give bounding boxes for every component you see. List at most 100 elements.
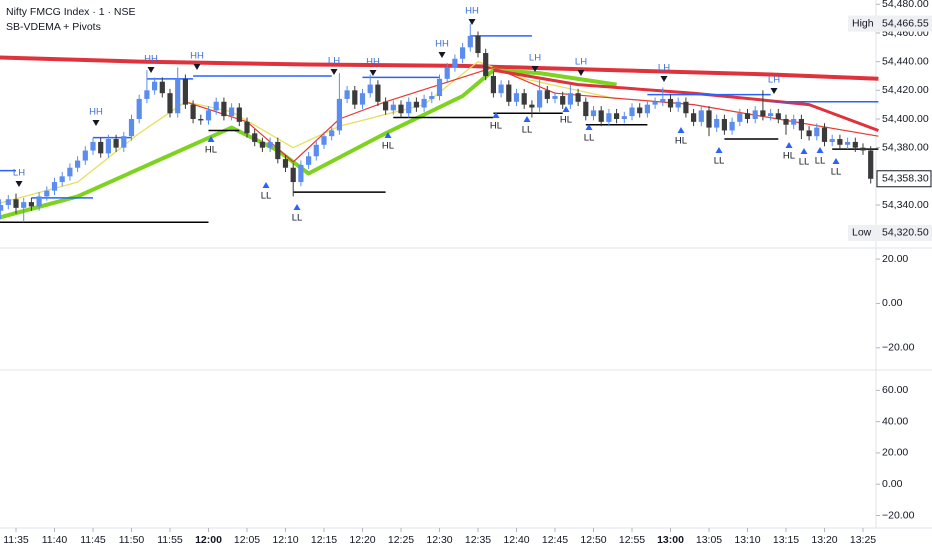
candle-body: [868, 150, 874, 179]
candle-body: [444, 67, 450, 79]
candle-body: [537, 90, 543, 108]
candle-body: [714, 118, 720, 128]
candle-body: [359, 93, 366, 105]
pivot-arrow: [562, 106, 570, 112]
pivot-arrow: [816, 147, 824, 153]
candle-body: [375, 84, 381, 102]
pivot-label: LL: [584, 133, 595, 144]
pivot-label: HH: [465, 6, 479, 17]
candle-body: [845, 141, 851, 145]
pivot-arrow: [832, 158, 840, 164]
candle-body: [113, 139, 119, 148]
candle-body: [167, 93, 173, 114]
candle-body: [0, 204, 4, 211]
candle-body: [90, 141, 96, 151]
y-tick-label: −20.00: [882, 509, 915, 521]
pivot-arrow: [330, 69, 338, 75]
candle-body: [136, 98, 142, 119]
pivot-label: HH: [89, 107, 103, 118]
y-tick-label: 20.00: [882, 253, 908, 265]
x-tick-label: 12:15: [311, 534, 337, 546]
candle-body: [837, 139, 843, 145]
pivot-label: HL: [783, 151, 795, 162]
candle-body: [452, 58, 458, 68]
x-tick-label: 11:40: [42, 534, 68, 546]
y-tick-label: 54,380.00: [882, 141, 929, 153]
pivot-label: LL: [831, 167, 842, 178]
pivot-arrow: [677, 127, 685, 133]
pivot-arrow: [147, 67, 155, 73]
price-tag-name: High: [852, 17, 874, 29]
candle-body: [490, 75, 496, 94]
candle-body: [606, 113, 612, 122]
x-tick-label: 12:50: [580, 534, 606, 546]
pivot-label: LH: [768, 75, 780, 86]
candle-body: [282, 159, 289, 168]
candle-body: [229, 107, 235, 117]
candle-body: [344, 90, 350, 99]
candle-body: [852, 141, 858, 148]
pivot-label: HH: [366, 57, 380, 68]
y-tick-label: 54,440.00: [882, 55, 929, 67]
candle-body: [560, 96, 566, 105]
candle-body: [275, 141, 281, 160]
candle-body: [421, 98, 427, 108]
pivot-arrow: [92, 120, 100, 126]
pivot-arrow: [523, 116, 531, 122]
pivot-label: LH: [328, 56, 340, 67]
last-price-box: [876, 170, 932, 188]
pivot-arrow: [492, 112, 500, 118]
y-tick-label: −20.00: [882, 342, 915, 354]
candle-body: [67, 167, 73, 177]
candle-body: [590, 110, 597, 117]
candle-body: [706, 110, 712, 128]
candle-body: [675, 101, 681, 108]
pivot-arrow: [438, 52, 446, 58]
price-tag-name: Low: [852, 227, 872, 239]
x-tick-label: 11:50: [119, 534, 145, 546]
candle-body: [398, 104, 404, 114]
pivot-label: LL: [714, 156, 725, 167]
candle-body: [306, 156, 312, 165]
y-tick-label: 54,420.00: [882, 84, 929, 96]
candle-body: [159, 81, 165, 94]
candle-body: [552, 96, 558, 99]
candle-body: [205, 110, 212, 121]
x-tick-label: 12:00: [195, 534, 222, 546]
x-tick-label: 11:35: [3, 534, 29, 546]
x-tick-label: 11:45: [80, 534, 106, 546]
candle-body: [683, 101, 689, 114]
pivot-label: HL: [560, 115, 572, 126]
candle-body: [498, 84, 504, 94]
pivot-arrow: [770, 88, 778, 94]
candle-body: [814, 127, 820, 137]
candle-body: [660, 98, 666, 102]
pivot-arrow: [262, 182, 270, 188]
pivot-label: HH: [144, 54, 158, 65]
candle-body: [614, 113, 620, 119]
chart-subtitle: SB-VDEMA + Pivots: [6, 21, 101, 33]
candle-body: [175, 78, 181, 114]
y-tick-label: 0.00: [882, 297, 903, 309]
pivot-arrow: [468, 19, 476, 25]
candle-body: [775, 113, 781, 119]
candle-body: [321, 136, 327, 145]
candle-body: [390, 104, 396, 111]
pivot-arrow: [384, 132, 392, 138]
candle-body: [744, 113, 751, 119]
pivot-arrow: [715, 147, 723, 153]
pivot-arrow: [369, 70, 377, 76]
x-tick-label: 12:05: [234, 534, 260, 546]
candle-body: [598, 110, 604, 122]
candle-body: [652, 101, 658, 105]
candle-body: [806, 130, 812, 137]
x-tick-label: 13:05: [696, 534, 722, 546]
candle-body: [121, 136, 127, 148]
x-tick-label: 12:25: [388, 534, 414, 546]
pivot-label: LH: [529, 53, 541, 64]
candle-body: [460, 47, 466, 59]
price-tag-bg: [848, 224, 932, 241]
candle-body: [21, 202, 27, 208]
candle-body: [36, 196, 42, 207]
